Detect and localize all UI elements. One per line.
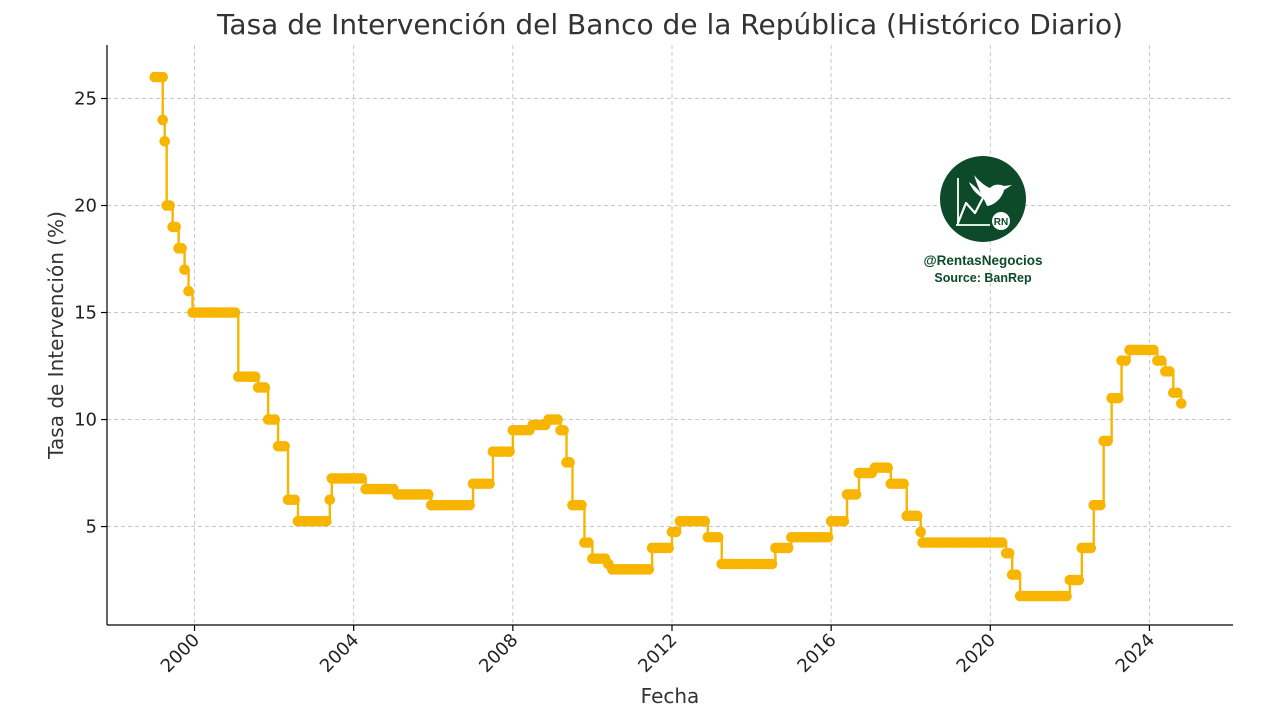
data-point [782,542,794,554]
data-point [159,136,170,147]
data-point [356,473,367,484]
data-point [1156,355,1167,366]
data-point [229,307,241,318]
data-point [911,510,923,522]
axes [106,45,1233,626]
data-point [583,537,594,548]
data-point [484,478,495,490]
data-point [552,414,563,425]
data-point [157,71,168,83]
data-point [766,558,778,570]
data-point [269,414,281,425]
data-point [170,221,181,233]
data-point [850,489,862,500]
series-layer [149,71,1187,602]
data-point [663,542,674,554]
logo-badge [992,212,1010,230]
data-point [279,440,291,452]
y-tick-label: 25 [74,89,97,110]
x-tick-label: 2000 [157,630,204,677]
logo-source: Source: BanRep [934,271,1032,285]
data-point [898,478,909,490]
data-point [157,114,168,126]
y-tick-label: 10 [74,410,97,431]
data-point [1148,344,1159,356]
data-point [712,531,724,543]
y-axis-label: Tasa de Intervención (%) [44,211,68,460]
data-point [558,424,569,436]
data-point [249,371,261,383]
x-tick-label: 2004 [316,630,363,677]
data-point [838,515,850,527]
data-point [1085,542,1097,554]
data-point [699,515,711,527]
y-tick-label: 5 [86,517,97,538]
data-point [321,515,332,527]
data-point [996,537,1008,548]
data-point [1120,355,1131,366]
data-point [164,200,175,211]
data-point [176,243,187,254]
data-point [324,494,336,506]
data-point [1003,548,1015,559]
data-point [822,531,834,543]
data-point [576,499,587,511]
logo-badge-text: RN [994,217,1008,228]
data-point [1112,392,1124,404]
x-tick-label: 2012 [634,630,681,677]
data-point [1061,590,1072,602]
data-point [1102,435,1113,447]
data-point [1095,499,1106,511]
data-point [289,494,300,506]
data-point [1010,569,1022,580]
x-tick-label: 2024 [1112,630,1159,677]
data-point [179,264,190,276]
data-point [915,526,926,538]
data-point [464,499,475,511]
chart-title: Tasa de Intervención del Banco de la Rep… [216,8,1123,41]
grid [107,45,1233,625]
data-point [1172,387,1183,399]
brand-logo: RN @RentasNegocios Source: BanRep [924,156,1043,285]
data-point [670,526,682,538]
data-point [643,564,655,575]
y-tick-label: 15 [74,303,97,324]
data-point [422,489,434,500]
logo-handle: @RentasNegocios [924,253,1043,268]
x-tick-label: 2008 [475,630,522,677]
x-tick-label: 2016 [793,630,840,677]
hummingbird-chart-icon [956,175,1012,226]
data-point [1175,398,1187,409]
x-axis-label: Fecha [641,684,700,708]
data-point [1073,574,1085,586]
data-point [564,457,575,468]
y-tick-label: 20 [74,196,97,217]
data-point [882,462,893,473]
data-point [1164,366,1175,377]
data-point [504,446,515,457]
data-point [259,382,271,393]
data-point [183,285,194,297]
x-tick-label: 2020 [953,630,1000,677]
